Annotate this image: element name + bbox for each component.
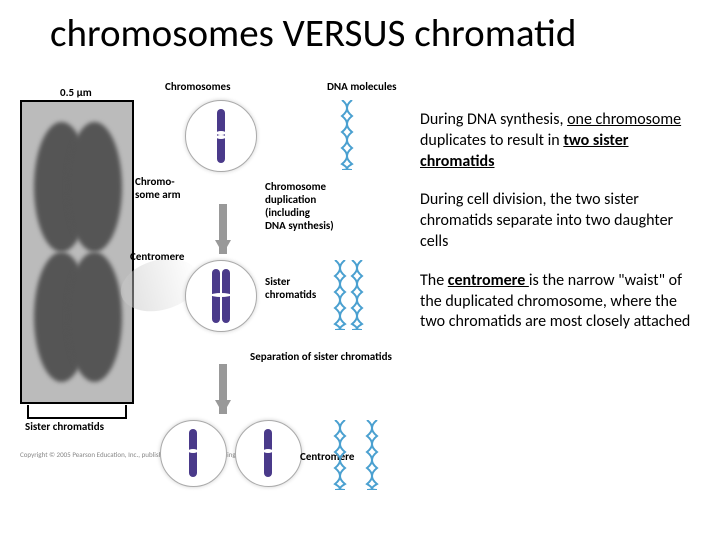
electron-micrograph [20,100,134,404]
paragraph-1: During DNA synthesis, one chromosome dup… [420,110,700,172]
text-column: During DNA synthesis, one chromosome dup… [420,110,700,351]
arrow-down-1 [215,240,231,254]
dna-helix-1 [340,100,354,170]
dna-helix-3b [365,420,379,490]
dna-helix-3a [333,420,347,490]
chromosomes-header: Chromosomes [165,80,230,93]
daughter-chromosome-left [160,420,227,487]
chromosome-arm-label: Chromo- some arm [135,175,185,201]
sister-chromatids-label: Sister chromatids [25,420,104,433]
slide-title: chromosomes VERSUS chromatid [50,10,576,57]
dna-molecules-header: DNA molecules [327,80,397,93]
p1-b: one chromosome [567,110,681,129]
duplication-label: Chromosome duplication (including DNA sy… [265,180,334,232]
diagram-area: 0.5 μm Sister chromatids Copyright © 200… [20,80,410,500]
dna-helix-2b [350,260,364,330]
daughter-chromosome-right [235,420,302,487]
separation-label: Separation of sister chromatids [250,350,392,363]
arrow-down-2 [215,400,231,414]
chromosome-single [185,100,257,172]
paragraph-2: During cell division, the two sister chr… [420,190,700,252]
slide-container: chromosomes VERSUS chromatid 0.5 μm Sist… [0,0,720,540]
p3-a: The [420,271,448,290]
scale-label: 0.5 μm [60,86,92,99]
sister-chromatids-side-label: Sister chromatids [265,275,316,301]
p1-a: During DNA synthesis, [420,110,567,129]
p1-c: duplicates to result in [420,131,563,150]
chromatid-bracket [27,405,127,419]
p3-b: centromere [448,271,529,290]
dna-helix-2a [333,260,347,330]
chromosome-duplicated [185,260,257,332]
paragraph-3: The centromere is the narrow "waist" of … [420,271,700,333]
